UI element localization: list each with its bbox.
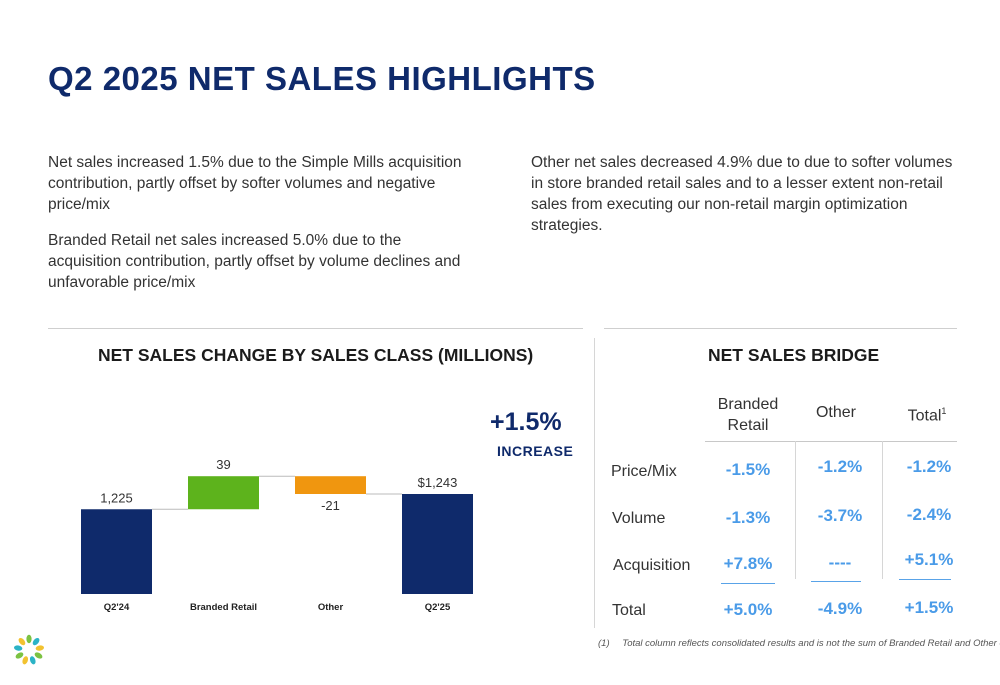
row-label-volume: Volume [612, 510, 666, 527]
cell-price-mix-branded: -1.5% [725, 460, 771, 479]
underline-other [811, 581, 861, 582]
waterfall-chart: 1,225 Q2'24 39 Branded Retail -21 Other $1,243… [81, 457, 473, 613]
increase-label: INCREASE [497, 443, 574, 459]
col-header-other: Other [815, 404, 856, 421]
cell-total-branded: +5.0% [723, 600, 773, 619]
footnote-marker: (1) [598, 638, 610, 649]
row-label-acquisition: Acquisition [613, 557, 691, 574]
tick-label-branded-retail: Branded Retail [190, 602, 257, 613]
row-label-price-mix: Price/Mix [611, 463, 677, 480]
cell-price-mix-other: -1.2% [817, 457, 863, 476]
col-separator-2 [882, 441, 883, 579]
footnote-sup: 1 [941, 406, 947, 416]
section-divider [594, 338, 595, 628]
header-rule [705, 441, 957, 442]
col-separator-1 [795, 441, 796, 579]
tick-label-q2-24: Q2'24 [104, 602, 130, 613]
bar-other [295, 476, 366, 494]
cell-volume-other: -3.7% [817, 506, 863, 525]
underline-branded [721, 583, 775, 584]
cell-acquisition-other: ---- [828, 553, 852, 572]
net-sales-paragraph: Net sales increased 1.5% due to the Simp… [48, 154, 462, 213]
chart-title: NET SALES CHANGE BY SALES CLASS (MILLION… [98, 345, 534, 365]
data-label-other: -21 [321, 498, 340, 513]
tick-label-other: Other [318, 602, 344, 613]
data-label-q2-24: 1,225 [100, 490, 133, 505]
tick-label-q2-25: Q2'25 [425, 602, 451, 613]
cell-volume-branded: -1.3% [725, 508, 771, 527]
bar-q2-25 [402, 494, 473, 594]
data-label-q2-25: $1,243 [418, 475, 458, 490]
row-label-total: Total [612, 602, 646, 619]
underline-total [899, 579, 951, 580]
branded-retail-paragraph: Branded Retail net sales increased 5.0% … [48, 232, 461, 291]
sunburst-logo-icon [14, 634, 44, 665]
col-header-total-label: Total [907, 407, 942, 425]
bar-branded-retail [188, 476, 259, 510]
col-header-total: Total1 [882, 401, 972, 426]
left-divider [48, 328, 583, 329]
page-title: Q2 2025 NET SALES HIGHLIGHTS [48, 60, 596, 97]
data-label-branded-retail: 39 [216, 457, 230, 472]
footnote-text: Total column reflects consolidated resul… [622, 638, 1000, 649]
cell-price-mix-total: -1.2% [906, 457, 952, 476]
other-sales-paragraph: Other net sales decreased 4.9% due to du… [531, 154, 953, 234]
col-header-line2: Retail [727, 417, 769, 434]
cell-total-total: +1.5% [904, 598, 954, 617]
right-divider [604, 328, 957, 329]
cell-acquisition-total: +5.1% [904, 550, 954, 569]
bridge-title: NET SALES BRIDGE [708, 345, 880, 365]
cell-total-other: -4.9% [817, 599, 863, 618]
col-header-line1: Branded [717, 396, 779, 413]
col-header-branded-retail: Branded Retail [703, 394, 793, 436]
cell-volume-total: -2.4% [906, 505, 952, 524]
increase-value: +1.5% [490, 408, 562, 436]
bar-q2-24 [81, 509, 152, 594]
cell-acquisition-branded: +7.8% [723, 554, 773, 573]
footnote: (1) Total column reflects consolidated r… [598, 638, 1000, 649]
